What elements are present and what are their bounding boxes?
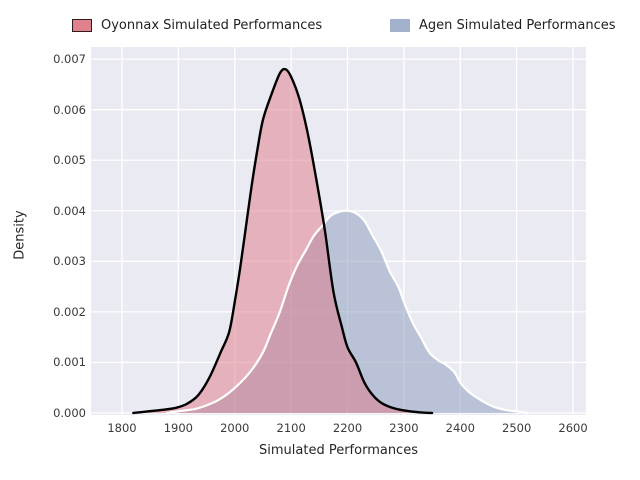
y-tick-label: 0.003 — [53, 254, 86, 269]
y-tick-label: 0.000 — [53, 405, 86, 420]
y-axis-ticks: 0.000 0.001 0.002 0.003 0.004 0.005 0.006 0.007 — [36, 47, 86, 420]
x-tick-label: 1900 — [163, 421, 194, 435]
y-tick-label: 0.007 — [53, 52, 86, 67]
x-tick-label: 2400 — [445, 421, 475, 435]
x-tick-label: 2500 — [502, 421, 532, 435]
legend-label-oyonnax: Oyonnax Simulated Performances — [101, 18, 323, 33]
x-axis-label: Simulated Performances — [259, 443, 418, 458]
legend-label-agen: Agen Simulated Performances — [419, 18, 616, 33]
oyonnax-density-line — [132, 67, 434, 415]
y-tick-label: 0.001 — [53, 355, 86, 370]
y-axis-label: Density — [12, 210, 28, 260]
x-tick-label: 2000 — [220, 421, 250, 435]
y-tick-label: 0.006 — [53, 102, 86, 117]
x-axis-ticks: 1800 1900 2000 2100 2200 2300 2400 2500 2600 — [91, 421, 588, 437]
agen-density-line — [166, 209, 530, 415]
legend-item-agen: Agen Simulated Performances — [390, 18, 616, 33]
plot-area — [91, 47, 586, 415]
x-tick-label: 2200 — [332, 421, 363, 435]
x-tick-label: 2300 — [389, 421, 419, 435]
x-tick-label: 2100 — [276, 421, 306, 435]
oyonnax-swatch-icon — [72, 19, 92, 32]
y-tick-label: 0.005 — [53, 153, 86, 168]
y-tick-label: 0.002 — [53, 304, 86, 319]
oyonnax-density-fill — [133, 69, 433, 413]
x-tick-label: 1800 — [107, 421, 137, 435]
legend-item-oyonnax: Oyonnax Simulated Performances — [72, 18, 322, 33]
x-tick-label: 2600 — [558, 421, 588, 435]
chart-canvas — [91, 47, 586, 415]
agen-swatch-icon — [390, 19, 410, 32]
y-tick-label: 0.004 — [53, 203, 86, 218]
